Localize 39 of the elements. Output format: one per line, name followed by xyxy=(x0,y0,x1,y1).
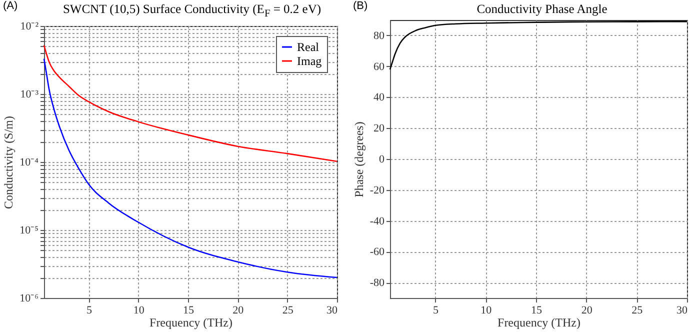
x-tick-label: 30 xyxy=(676,304,688,316)
line-series xyxy=(43,44,338,162)
y-tick-label: -40 xyxy=(370,215,385,228)
y-tick-label: -20 xyxy=(370,184,385,196)
x-tick-label: 25 xyxy=(282,304,294,316)
x-axis-title: Frequency (THz) xyxy=(498,316,580,330)
line-series xyxy=(43,58,338,278)
y-tick-label: 10⁻³ xyxy=(20,88,40,100)
x-tick-label: 10 xyxy=(133,304,145,316)
y-tick-label: 10⁻⁴ xyxy=(20,156,39,168)
x-axis-title: Frequency (THz) xyxy=(150,316,232,330)
x-tick-label: 15 xyxy=(530,304,542,316)
y-tick-label: 80 xyxy=(374,30,385,42)
x-tick-label: 20 xyxy=(232,304,244,316)
y-tick-label: 40 xyxy=(374,92,385,104)
y-tick-label: 0 xyxy=(379,154,385,166)
y-tick-label: -80 xyxy=(370,277,385,290)
y-axis-title: Conductivity (S/m) xyxy=(2,116,16,209)
line-series xyxy=(389,20,688,70)
y-tick-label: 10⁻⁶ xyxy=(20,292,39,304)
text: (B) xyxy=(353,0,368,12)
y-tick-label: 60 xyxy=(374,60,385,73)
y-tick-label: -60 xyxy=(370,246,385,258)
x-tick-label: 5 xyxy=(433,304,440,316)
y-axis-title: Phase (degrees) xyxy=(352,122,366,198)
y-tick-label: 10⁻⁵ xyxy=(20,224,39,236)
chart-title: Conductivity Phase Angle xyxy=(476,2,608,17)
x-tick-label: 10 xyxy=(480,304,492,316)
x-tick-label: 15 xyxy=(183,304,195,316)
y-tick-label: 20 xyxy=(374,122,385,135)
x-tick-label: 5 xyxy=(86,304,92,316)
x-tick-label: 20 xyxy=(581,304,593,316)
legend-label: Imag xyxy=(297,54,322,68)
x-tick-label: 25 xyxy=(632,304,644,316)
chart-title: SWCNT (10,5) Surface Conductivity (E$_{F}$ = 0.2 eV) xyxy=(62,2,322,20)
x-tick-label: 30 xyxy=(326,304,338,316)
text: (A) xyxy=(3,0,18,12)
legend-label: Real xyxy=(297,40,320,54)
y-tick-label: 10⁻² xyxy=(20,20,40,32)
